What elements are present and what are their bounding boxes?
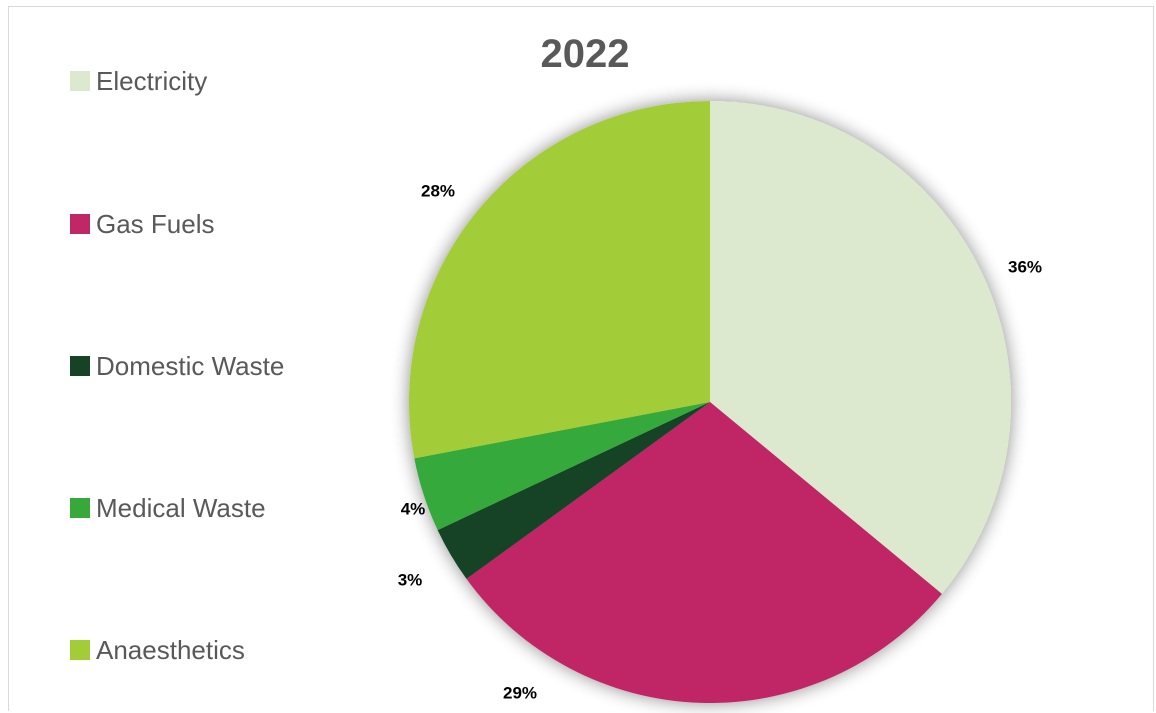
data-label-medical-waste: 4% <box>401 499 426 518</box>
legend-swatch-domestic-waste <box>70 356 90 376</box>
pie-slice-medical-waste <box>414 402 710 531</box>
data-label-gas-fuels: 29% <box>503 683 537 702</box>
legend-item-domestic-waste: Domestic Waste <box>70 349 284 383</box>
legend-swatch-medical-waste <box>70 498 90 518</box>
pie-data-labels: 36% 29% 3% 4% 28% <box>398 181 1042 702</box>
chart-title: 2022 <box>540 32 630 76</box>
legend-label-anaesthetics: Anaesthetics <box>96 635 245 665</box>
legend-label-medical-waste: Medical Waste <box>96 493 266 523</box>
pie-slice-gas-fuels <box>466 402 942 703</box>
legend-label-domestic-waste: Domestic Waste <box>96 351 285 381</box>
legend-swatch-anaesthetics <box>70 640 90 660</box>
legend-item-electricity: Electricity <box>70 64 207 98</box>
legend-item-anaesthetics: Anaesthetics <box>70 633 245 667</box>
data-label-anaesthetics: 28% <box>421 181 455 200</box>
pie-slice-electricity <box>710 101 1011 594</box>
pie-slices <box>408 101 1011 703</box>
legend-label-gas-fuels: Gas Fuels <box>96 209 215 239</box>
legend-swatch-gas-fuels <box>70 214 90 234</box>
legend-label-electricity: Electricity <box>96 66 208 96</box>
legend: Electricity Gas Fuels Domestic Waste Med… <box>70 62 370 672</box>
legend-swatch-electricity <box>70 71 90 91</box>
legend-item-gas-fuels: Gas Fuels <box>70 207 215 241</box>
pie-slice-anaesthetics <box>408 101 710 459</box>
data-label-domestic-waste: 3% <box>398 570 423 589</box>
data-label-electricity: 36% <box>1008 257 1042 276</box>
legend-item-medical-waste: Medical Waste <box>70 491 266 525</box>
pie-slice-domestic-waste <box>437 402 710 579</box>
